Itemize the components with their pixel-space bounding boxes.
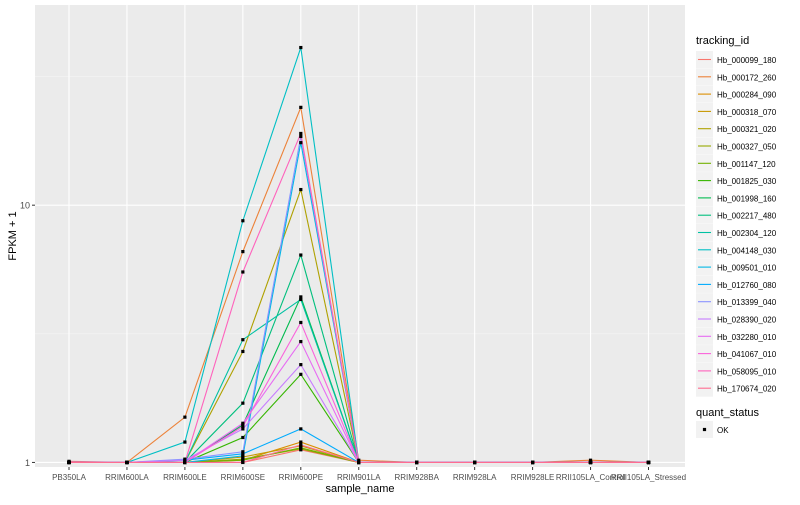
data-point	[299, 427, 303, 431]
data-point	[299, 320, 303, 325]
x-tick-label: RRIM600PE	[279, 473, 323, 482]
data-point	[241, 454, 245, 458]
legend-label: Hb_000172_260	[717, 73, 777, 82]
legend-label: Hb_012760_080	[717, 281, 777, 290]
shape-legend-label: OK	[717, 426, 729, 435]
x-tick-label: RRII105LA_Stressed	[611, 473, 686, 482]
legend-label: Hb_041067_010	[717, 350, 777, 359]
shape-legend-point	[702, 427, 707, 432]
data-point	[241, 452, 245, 456]
data-point	[646, 460, 651, 465]
data-point	[241, 458, 245, 462]
data-point	[241, 424, 245, 429]
data-point	[299, 141, 303, 145]
legend-label: Hb_028390_020	[717, 316, 777, 325]
legend-label: Hb_004148_030	[717, 246, 777, 255]
legend-label: Hb_000099_180	[717, 56, 777, 65]
shape-legend-title: quant_status	[696, 407, 759, 419]
legend-label: Hb_002217_480	[717, 212, 777, 221]
data-point	[299, 339, 303, 344]
plot-panel	[35, 5, 685, 467]
data-point	[125, 460, 129, 465]
x-tick-label: RRIM600LA	[105, 473, 149, 482]
data-point	[241, 421, 245, 425]
data-point	[299, 363, 303, 367]
data-point	[299, 45, 303, 50]
y-axis-title: FPKM + 1	[7, 211, 19, 260]
data-point	[183, 415, 187, 419]
data-point	[357, 460, 361, 465]
data-point	[588, 458, 593, 462]
x-tick-label: RRIM600LE	[163, 473, 207, 482]
data-point	[183, 460, 187, 465]
data-point	[415, 460, 419, 465]
data-point	[299, 440, 303, 444]
legend-label: Hb_001998_160	[717, 194, 777, 203]
data-point	[299, 443, 303, 447]
legend-label: Hb_000284_090	[717, 91, 777, 100]
data-point	[241, 427, 245, 431]
data-point	[241, 450, 245, 454]
data-point	[241, 435, 245, 440]
data-point	[183, 458, 187, 462]
data-point	[299, 105, 303, 109]
x-axis-title: sample_name	[325, 483, 394, 495]
legend-label: Hb_000327_050	[717, 143, 777, 152]
data-point	[299, 253, 303, 257]
x-tick-label: RRIM928BA	[394, 473, 439, 482]
legend-label: Hb_000318_070	[717, 108, 777, 117]
legend-label: Hb_001147_120	[717, 160, 776, 169]
x-tick-label: PB350LA	[52, 473, 86, 482]
legend-label: Hb_002304_120	[717, 229, 777, 238]
y-tick-label: 10	[20, 201, 30, 211]
data-point	[357, 458, 361, 462]
legend-label: Hb_001825_030	[717, 177, 777, 186]
shape-legend-items: OK	[696, 421, 729, 438]
x-tick-label: RRIM600SE	[221, 473, 265, 482]
x-tick-label: RRIM928LA	[453, 473, 497, 482]
x-tick-label: RRIM901LA	[337, 473, 381, 482]
data-point	[241, 401, 245, 405]
data-point	[67, 460, 71, 465]
data-point	[241, 338, 245, 342]
data-points	[67, 45, 651, 465]
data-point	[299, 131, 303, 136]
data-point	[299, 187, 303, 192]
legend-label: Hb_013399_040	[717, 298, 777, 307]
data-point	[241, 219, 245, 223]
data-point	[241, 460, 245, 465]
legend-title: tracking_id	[696, 35, 749, 47]
data-point	[531, 460, 535, 465]
data-point	[473, 460, 477, 465]
data-point	[299, 297, 303, 302]
y-tick-label: 1	[25, 458, 30, 468]
axes: 1 10 PB350LA RRIM600LA RRIM600LE RRIM600SE RRI…	[20, 201, 686, 482]
data-point	[183, 440, 187, 444]
legend-label: Hb_009501_010	[717, 264, 777, 273]
data-point	[241, 349, 245, 354]
legend-label: Hb_032280_010	[717, 333, 777, 342]
data-point	[241, 270, 245, 274]
data-point	[299, 295, 303, 299]
data-point	[299, 134, 303, 139]
legend-label: Hb_000321_020	[717, 125, 777, 134]
grid-lines	[35, 5, 685, 467]
x-tick-label: RRIM928LE	[511, 473, 555, 482]
data-point	[299, 372, 303, 376]
data-point	[241, 250, 245, 254]
legend-label: Hb_058095_010	[717, 367, 777, 376]
x-tick-label: RRII105LA_Control	[556, 473, 626, 482]
data-point	[588, 460, 593, 465]
legend: tracking_id Hb_000099_180Hb_000172_260Hb…	[696, 35, 777, 438]
legend-items: Hb_000099_180 Hb_000172_260 Hb_000284_090 H…	[696, 51, 777, 397]
data-point	[299, 446, 303, 450]
legend-label: Hb_170674_020	[717, 385, 777, 394]
